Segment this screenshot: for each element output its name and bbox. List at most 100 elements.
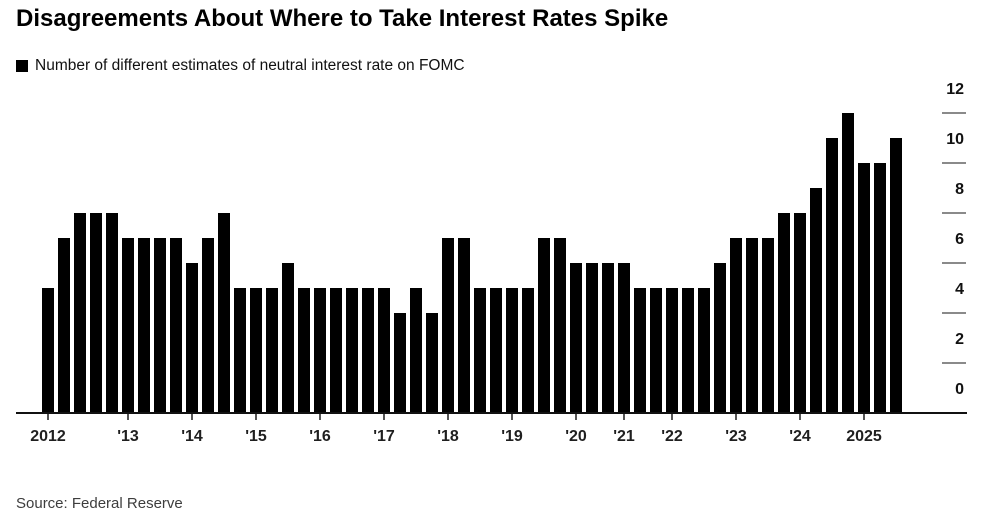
bar-24-q xyxy=(842,113,854,413)
x-tick-23 xyxy=(735,414,737,420)
x-label-13: '13 xyxy=(117,428,139,445)
bar-23-q xyxy=(778,213,790,413)
bar-16-q xyxy=(362,288,374,413)
x-tick-2012 xyxy=(47,414,49,420)
bar-15-q xyxy=(298,288,310,413)
bar-18-q xyxy=(458,238,470,413)
bar-2012-q xyxy=(42,288,54,413)
bar-22-q xyxy=(698,288,710,413)
x-label-15: '15 xyxy=(245,428,267,445)
x-label-24: '24 xyxy=(789,428,811,445)
y-label-10: 10 xyxy=(946,131,964,148)
bar-19-q xyxy=(554,238,566,413)
x-label-18: '18 xyxy=(437,428,459,445)
bar-20-q xyxy=(586,263,598,413)
bar-13-q xyxy=(122,238,134,413)
x-tick-24 xyxy=(799,414,801,420)
x-label-23: '23 xyxy=(725,428,747,445)
bar-15-q xyxy=(266,288,278,413)
bar-14-q xyxy=(234,288,246,413)
chart-title: Disagreements About Where to Take Intere… xyxy=(16,5,669,32)
x-label-17: '17 xyxy=(373,428,395,445)
bar-23-q xyxy=(746,238,758,413)
bar-21-q xyxy=(618,263,630,413)
x-axis-line xyxy=(16,412,967,414)
y-tick-12 xyxy=(942,112,966,114)
bar-13-q xyxy=(138,238,150,413)
bar-21-q xyxy=(634,288,646,413)
y-label-2: 2 xyxy=(955,331,964,348)
bar-17-q xyxy=(394,313,406,413)
y-label-0: 0 xyxy=(955,381,964,398)
y-tick-4 xyxy=(942,312,966,314)
bar-13-q xyxy=(154,238,166,413)
bar-14-q xyxy=(202,238,214,413)
bar-15-q xyxy=(282,263,294,413)
bar-2012-q xyxy=(90,213,102,413)
bar-19-q xyxy=(538,238,550,413)
legend-label: Number of different estimates of neutral… xyxy=(35,57,465,74)
x-label-22: '22 xyxy=(661,428,683,445)
bar-23-q xyxy=(762,238,774,413)
bar-16-q xyxy=(346,288,358,413)
y-label-8: 8 xyxy=(955,181,964,198)
y-tick-8 xyxy=(942,212,966,214)
bar-21-q xyxy=(650,288,662,413)
bar-20-q xyxy=(602,263,614,413)
bar-19-q xyxy=(522,288,534,413)
legend-square-marker-icon xyxy=(16,60,28,72)
bar-17-q xyxy=(410,288,422,413)
source-note: Source: Federal Reserve xyxy=(16,495,183,512)
bar-2025-q xyxy=(890,138,902,413)
x-tick-13 xyxy=(127,414,129,420)
x-tick-14 xyxy=(191,414,193,420)
y-label-4: 4 xyxy=(955,281,964,298)
bar-23-q xyxy=(730,238,742,413)
bar-17-q xyxy=(378,288,390,413)
bar-18-q xyxy=(490,288,502,413)
y-label-6: 6 xyxy=(955,231,964,248)
bar-2025-q xyxy=(858,163,870,413)
bar-14-q xyxy=(218,213,230,413)
bar-18-q xyxy=(474,288,486,413)
x-label-19: '19 xyxy=(501,428,523,445)
y-label-12: 12 xyxy=(946,81,964,98)
legend: Number of different estimates of neutral… xyxy=(16,56,465,76)
x-label-20: '20 xyxy=(565,428,587,445)
bar-2012-q xyxy=(106,213,118,413)
bar-24-q xyxy=(810,188,822,413)
bar-2025-q xyxy=(874,163,886,413)
x-tick-16 xyxy=(319,414,321,420)
bar-22-q xyxy=(666,288,678,413)
x-tick-19 xyxy=(511,414,513,420)
y-tick-6 xyxy=(942,262,966,264)
x-tick-18 xyxy=(447,414,449,420)
bar-20-q xyxy=(570,263,582,413)
bar-17-q xyxy=(426,313,438,413)
x-tick-15 xyxy=(255,414,257,420)
x-label-16: '16 xyxy=(309,428,331,445)
bar-24-q xyxy=(826,138,838,413)
bar-2012-q xyxy=(74,213,86,413)
x-label-2025: 2025 xyxy=(846,428,882,445)
x-tick-20 xyxy=(575,414,577,420)
bar-22-q xyxy=(682,288,694,413)
bar-18-q xyxy=(442,238,454,413)
bar-22-q xyxy=(714,263,726,413)
bar-24-q xyxy=(794,213,806,413)
bar-15-q xyxy=(250,288,262,413)
x-label-14: '14 xyxy=(181,428,203,445)
x-tick-21 xyxy=(623,414,625,420)
x-tick-2025 xyxy=(863,414,865,420)
bar-19-q xyxy=(506,288,518,413)
bar-16-q xyxy=(330,288,342,413)
x-label-21: '21 xyxy=(613,428,635,445)
bar-14-q xyxy=(186,263,198,413)
x-tick-17 xyxy=(383,414,385,420)
bar-13-q xyxy=(170,238,182,413)
bar-16-q xyxy=(314,288,326,413)
x-tick-22 xyxy=(671,414,673,420)
y-tick-2 xyxy=(942,362,966,364)
bar-2012-q xyxy=(58,238,70,413)
